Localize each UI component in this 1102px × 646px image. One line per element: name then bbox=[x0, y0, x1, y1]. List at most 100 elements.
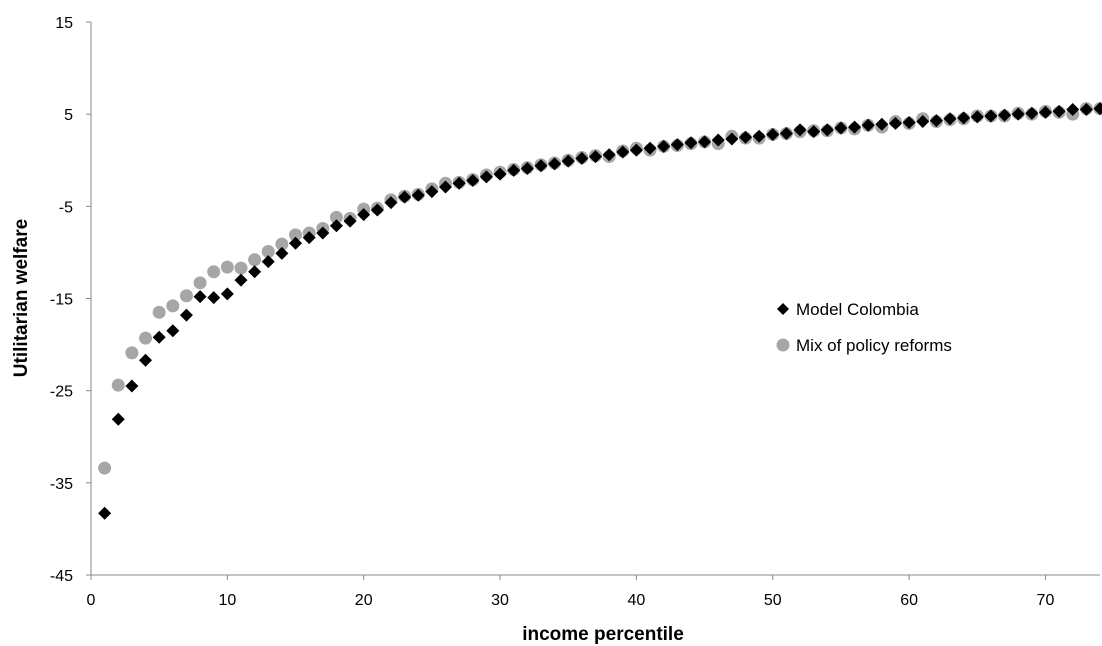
x-tick-label: 60 bbox=[900, 592, 918, 609]
data-point-circle bbox=[152, 305, 166, 319]
legend: Model Colombia Mix of policy reforms bbox=[776, 300, 952, 355]
y-tick-label: -25 bbox=[50, 384, 73, 401]
data-point-diamond bbox=[425, 185, 439, 199]
data-point-diamond bbox=[248, 265, 262, 279]
x-tick-label: 20 bbox=[355, 592, 373, 609]
data-point-diamond bbox=[575, 151, 589, 165]
data-series-layer bbox=[98, 102, 1102, 520]
data-point-diamond bbox=[507, 163, 521, 177]
x-tick-label: 50 bbox=[764, 592, 782, 609]
x-tick-label: 40 bbox=[628, 592, 646, 609]
data-point-diamond bbox=[493, 167, 507, 181]
data-point-diamond bbox=[602, 148, 616, 162]
data-point-diamond bbox=[698, 135, 712, 149]
data-point-circle bbox=[261, 244, 275, 258]
data-point-diamond bbox=[98, 506, 112, 520]
data-point-diamond bbox=[520, 162, 534, 176]
data-point-diamond bbox=[329, 219, 343, 233]
data-point-diamond bbox=[357, 208, 371, 222]
y-tick-label: -15 bbox=[50, 292, 73, 309]
data-point-circle bbox=[166, 299, 180, 313]
data-point-diamond bbox=[861, 118, 875, 132]
data-point-diamond bbox=[152, 330, 166, 344]
data-point-circle bbox=[248, 253, 262, 267]
data-point-diamond bbox=[302, 231, 316, 245]
data-point-diamond bbox=[766, 127, 780, 141]
y-axis-title: Utilitarian welfare bbox=[11, 219, 32, 377]
data-point-diamond bbox=[261, 255, 275, 269]
data-point-diamond bbox=[452, 176, 466, 190]
data-point-diamond bbox=[1025, 106, 1039, 120]
data-point-diamond bbox=[234, 273, 248, 287]
data-point-diamond bbox=[1093, 102, 1102, 116]
data-point-diamond bbox=[629, 143, 643, 157]
y-tick-label: -45 bbox=[50, 568, 73, 585]
y-tick-label: 15 bbox=[55, 15, 73, 32]
data-point-circle bbox=[289, 228, 303, 242]
data-point-diamond bbox=[1038, 105, 1052, 119]
data-point-diamond bbox=[820, 123, 834, 137]
data-point-circle bbox=[125, 346, 139, 360]
data-point-diamond bbox=[834, 121, 848, 135]
data-point-diamond bbox=[916, 115, 930, 129]
data-point-diamond bbox=[466, 174, 480, 188]
data-point-circle bbox=[111, 378, 125, 392]
y-axis-ticks: -45 -35 -25 -15 -5 5 15 bbox=[50, 15, 91, 585]
data-point-circle bbox=[139, 331, 153, 345]
series-model-colombia bbox=[98, 102, 1102, 520]
data-point-diamond bbox=[534, 159, 548, 173]
data-point-circle bbox=[275, 237, 289, 251]
data-point-diamond bbox=[643, 141, 657, 155]
data-point-diamond bbox=[670, 138, 684, 152]
data-point-diamond bbox=[548, 157, 562, 171]
data-point-diamond bbox=[220, 287, 234, 301]
data-point-diamond bbox=[752, 129, 766, 143]
data-point-diamond bbox=[888, 116, 902, 130]
data-point-diamond bbox=[275, 246, 289, 260]
data-point-diamond bbox=[1052, 104, 1066, 118]
x-tick-label: 0 bbox=[87, 592, 96, 609]
data-point-diamond bbox=[1066, 103, 1080, 117]
legend-item-model-colombia: Model Colombia bbox=[777, 300, 919, 319]
data-point-circle bbox=[179, 289, 193, 303]
data-point-diamond bbox=[398, 190, 412, 204]
data-point-diamond bbox=[589, 150, 602, 164]
x-tick-label: 30 bbox=[491, 592, 509, 609]
data-point-diamond bbox=[1011, 107, 1025, 121]
data-point-diamond bbox=[370, 203, 384, 217]
legend-diamond-marker bbox=[777, 303, 789, 315]
data-point-diamond bbox=[207, 291, 221, 305]
data-point-diamond bbox=[848, 120, 862, 134]
data-point-diamond bbox=[984, 109, 998, 123]
data-point-diamond bbox=[657, 139, 671, 153]
data-point-diamond bbox=[125, 379, 139, 393]
data-point-circle bbox=[329, 210, 343, 224]
data-point-diamond bbox=[1079, 103, 1093, 117]
y-tick-label: -35 bbox=[50, 476, 73, 493]
data-point-diamond bbox=[166, 324, 180, 338]
data-point-circle bbox=[220, 260, 234, 274]
data-point-diamond bbox=[179, 308, 193, 322]
legend-label-mix-of-policy-reforms: Mix of policy reforms bbox=[796, 336, 952, 355]
data-point-diamond bbox=[343, 214, 357, 228]
y-tick-label: 5 bbox=[64, 107, 73, 124]
data-point-diamond bbox=[957, 111, 971, 125]
data-point-diamond bbox=[943, 112, 957, 126]
data-point-circle bbox=[234, 261, 248, 275]
y-tick-label: -5 bbox=[59, 199, 73, 216]
data-point-diamond bbox=[411, 188, 425, 202]
data-point-diamond bbox=[793, 123, 807, 137]
data-point-diamond bbox=[384, 196, 398, 210]
data-point-diamond bbox=[711, 133, 725, 147]
x-axis-title: income percentile bbox=[522, 624, 684, 645]
data-point-circle bbox=[193, 276, 207, 290]
data-point-diamond bbox=[561, 154, 575, 168]
data-point-diamond bbox=[289, 236, 303, 250]
data-point-diamond bbox=[807, 125, 821, 139]
data-point-diamond bbox=[970, 110, 984, 124]
legend-item-mix-of-policy-reforms: Mix of policy reforms bbox=[776, 336, 952, 355]
data-point-diamond bbox=[684, 136, 698, 150]
data-point-circle bbox=[98, 461, 112, 475]
x-tick-label: 10 bbox=[218, 592, 236, 609]
